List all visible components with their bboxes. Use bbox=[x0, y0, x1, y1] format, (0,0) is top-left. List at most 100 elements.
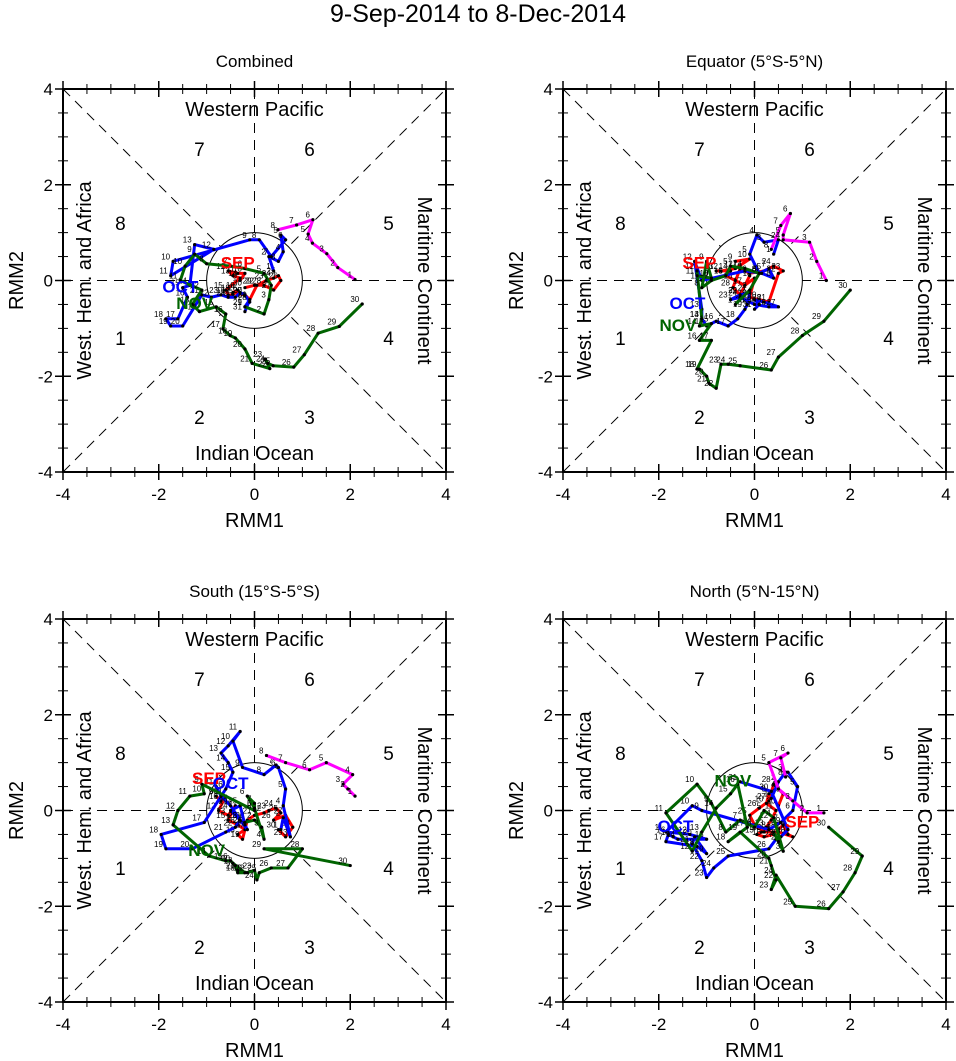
day-marker bbox=[762, 240, 766, 244]
day-label: 6 bbox=[271, 758, 276, 767]
day-marker bbox=[848, 288, 852, 292]
day-marker bbox=[236, 832, 240, 837]
y-tick-label: -4 bbox=[38, 993, 53, 1012]
day-marker bbox=[202, 820, 206, 825]
day-marker bbox=[181, 324, 185, 328]
phase-label-5: 5 bbox=[883, 744, 894, 765]
day-label: 28 bbox=[252, 276, 261, 285]
day-marker bbox=[776, 271, 781, 275]
day-label: 1 bbox=[273, 821, 278, 830]
x-tick-label: -4 bbox=[555, 1015, 570, 1034]
day-marker bbox=[243, 820, 247, 825]
day-marker bbox=[705, 851, 709, 856]
phase-label-2: 2 bbox=[694, 408, 705, 429]
day-label: 8 bbox=[199, 255, 204, 264]
panel-title: Equator (5°S-5°N) bbox=[686, 52, 823, 71]
day-label: 15 bbox=[661, 828, 670, 837]
day-marker bbox=[228, 859, 233, 863]
phase-divider-diagonal bbox=[62, 618, 447, 1003]
day-label: 3 bbox=[802, 233, 807, 242]
phase-label-5: 5 bbox=[883, 214, 894, 235]
day-label: 27 bbox=[274, 806, 283, 815]
day-marker bbox=[824, 278, 828, 283]
day-label: 23 bbox=[228, 811, 237, 820]
day-label: 9 bbox=[194, 775, 199, 784]
day-label: 16 bbox=[219, 852, 228, 861]
y-tick-label: 4 bbox=[544, 80, 553, 99]
day-marker bbox=[240, 837, 245, 841]
day-marker bbox=[190, 847, 194, 851]
y-tick-label: 2 bbox=[44, 706, 53, 725]
day-label: 11 bbox=[159, 267, 168, 276]
day-label: 17 bbox=[211, 320, 220, 329]
day-marker bbox=[226, 269, 230, 273]
region-label-top: Western Pacific bbox=[185, 629, 324, 651]
day-label: 3 bbox=[261, 291, 266, 300]
day-marker bbox=[767, 847, 771, 851]
day-marker bbox=[719, 362, 723, 366]
day-marker bbox=[827, 907, 831, 911]
day-label: 8 bbox=[778, 768, 783, 777]
day-label: 26 bbox=[757, 298, 766, 307]
x-tick-label: -2 bbox=[651, 1015, 666, 1034]
day-marker bbox=[269, 866, 273, 870]
day-label: 11 bbox=[655, 804, 664, 813]
day-label: 3 bbox=[336, 775, 341, 784]
day-label: 8 bbox=[257, 766, 262, 775]
day-label: 14 bbox=[719, 262, 728, 271]
day-marker bbox=[281, 250, 285, 254]
day-marker bbox=[219, 751, 223, 755]
day-label: 23 bbox=[719, 291, 728, 300]
day-label: 9 bbox=[754, 264, 759, 273]
day-marker bbox=[772, 830, 776, 834]
phase-label-2: 2 bbox=[194, 408, 205, 429]
day-label: 28 bbox=[721, 279, 730, 288]
day-label: 17 bbox=[166, 310, 175, 319]
day-marker bbox=[733, 259, 737, 263]
y-tick-label: 4 bbox=[44, 80, 53, 99]
day-marker bbox=[272, 269, 276, 273]
day-label: 24 bbox=[702, 859, 711, 868]
day-label: 26 bbox=[757, 840, 766, 849]
day-marker bbox=[226, 744, 230, 748]
day-label: 1 bbox=[819, 272, 824, 281]
day-marker bbox=[769, 247, 773, 251]
day-label: 12 bbox=[190, 281, 199, 290]
day-marker bbox=[348, 863, 352, 868]
day-label: 6 bbox=[237, 260, 242, 269]
day-marker bbox=[233, 336, 237, 340]
day-marker bbox=[276, 259, 281, 263]
day-marker bbox=[697, 367, 702, 371]
day-label: 25 bbox=[261, 357, 270, 366]
day-label: 29 bbox=[776, 821, 785, 830]
day-label: 20 bbox=[233, 340, 242, 349]
day-label: 12 bbox=[680, 842, 689, 851]
day-marker bbox=[748, 252, 752, 256]
day-marker bbox=[695, 274, 699, 278]
day-marker bbox=[231, 274, 235, 278]
day-marker bbox=[197, 310, 202, 314]
day-label: 11 bbox=[724, 260, 733, 269]
y-tick-label: -4 bbox=[538, 463, 553, 482]
day-label: 6 bbox=[240, 787, 245, 796]
day-marker bbox=[252, 806, 257, 810]
day-label: 3 bbox=[776, 842, 781, 851]
x-axis-label: RMM1 bbox=[725, 510, 784, 532]
day-label: 10 bbox=[755, 794, 764, 803]
phase-label-5: 5 bbox=[383, 744, 394, 765]
day-marker bbox=[284, 835, 288, 839]
day-marker bbox=[772, 782, 776, 786]
day-marker bbox=[276, 765, 281, 770]
y-tick-label: 4 bbox=[544, 610, 553, 629]
phase-label-8: 8 bbox=[615, 214, 626, 235]
month-label-sep: SEP bbox=[785, 812, 819, 831]
day-marker bbox=[243, 823, 247, 827]
day-marker bbox=[822, 319, 826, 323]
phase-label-8: 8 bbox=[615, 744, 626, 765]
day-marker bbox=[709, 278, 714, 283]
day-marker bbox=[311, 218, 315, 222]
trajectory-nov bbox=[664, 782, 864, 911]
day-label: 28 bbox=[762, 775, 771, 784]
day-marker bbox=[288, 835, 293, 839]
day-marker bbox=[346, 787, 350, 791]
